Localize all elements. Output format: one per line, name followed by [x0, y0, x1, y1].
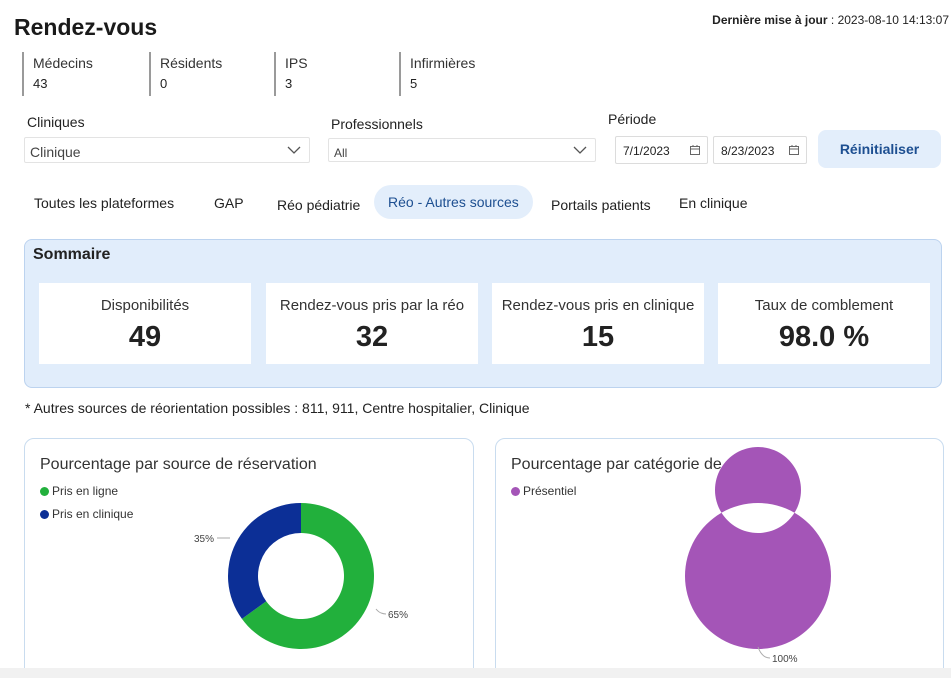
count-value: 3	[285, 76, 293, 91]
card-value: 98.0 %	[778, 321, 870, 353]
donut-slice-pr-sentiel[interactable]	[684, 447, 831, 649]
page-title: Rendez-vous	[14, 14, 158, 40]
donut-slice-pris-en-ligne[interactable]	[241, 503, 374, 649]
chart-title: Pourcentage par catégorie de service	[511, 456, 777, 473]
legend-label: Pris en clinique	[52, 507, 134, 521]
card-value: 49	[128, 321, 162, 353]
card-disponibilites: Disponibilités 49	[39, 283, 251, 364]
note-text: * Autres sources de réorientation possib…	[25, 400, 530, 416]
tab-reo-autres-sources[interactable]: Réo - Autres sources	[374, 185, 533, 219]
card-value: 32	[355, 321, 389, 353]
leader-line	[757, 646, 771, 659]
count-label: IPS	[285, 55, 308, 71]
count-medecins: Médecins 43	[22, 52, 93, 96]
card-taux-comblement: Taux de comblement 98.0 %	[718, 283, 930, 364]
card-rdv-clinique: Rendez-vous pris en clinique 15	[492, 283, 704, 364]
clinics-label: Cliniques	[27, 114, 85, 130]
period-label: Période	[608, 111, 657, 127]
legend-item[interactable]: Pris en clinique	[40, 507, 133, 521]
count-ips: IPS 3	[274, 52, 308, 96]
count-residents: Résidents 0	[149, 52, 222, 96]
tab-toutes-plateformes[interactable]: Toutes les plateformes	[34, 195, 175, 211]
chart-title: Pourcentage par source de réservation	[40, 456, 317, 473]
card-label: Disponibilités	[100, 297, 190, 314]
start-date-input[interactable]: 7/1/2023	[615, 136, 708, 164]
chevron-down-icon	[287, 146, 301, 154]
leader-line	[375, 608, 387, 615]
slice-label: 65%	[388, 610, 408, 621]
donut-chart-category: 100%	[684, 447, 831, 665]
tab-reo-pediatrie[interactable]: Réo pédiatrie	[277, 197, 361, 213]
card-value: 15	[581, 321, 615, 353]
calendar-icon[interactable]	[789, 145, 799, 155]
last-update-label: Dernière mise à jour	[712, 13, 828, 27]
count-value: 0	[160, 76, 168, 91]
calendar-icon[interactable]	[690, 145, 700, 155]
count-label: Infirmières	[410, 55, 476, 71]
horizontal-scrollbar[interactable]	[0, 668, 951, 678]
card-label: Rendez-vous pris en clinique	[501, 297, 695, 314]
slice-label: 35%	[194, 534, 214, 545]
legend-dot	[511, 487, 520, 496]
legend-label: Présentiel	[523, 484, 577, 498]
count-label: Résidents	[160, 55, 223, 71]
professionals-label: Professionnels	[331, 116, 423, 132]
legend-label: Pris en ligne	[52, 484, 119, 498]
donut-chart-source: 65% 35%	[194, 503, 408, 649]
summary-panel: Sommaire Disponibilités 49 Rendez-vous p…	[24, 239, 942, 388]
professionals-select-value: All	[334, 146, 348, 160]
count-infirmieres: Infirmières 5	[399, 52, 475, 96]
chevron-down-icon	[573, 146, 587, 154]
professionals-select[interactable]: All	[328, 138, 596, 162]
legend-dot	[40, 487, 49, 496]
legend-item[interactable]: Présentiel	[511, 484, 576, 498]
slice-label: 100%	[772, 654, 798, 665]
summary-title: Sommaire	[33, 246, 111, 263]
card-rdv-reo: Rendez-vous pris par la réo 32	[266, 283, 478, 364]
chart-panel-category: Pourcentage par catégorie de service Pré…	[495, 438, 944, 678]
tab-portails-patients[interactable]: Portails patients	[551, 197, 651, 213]
donut-slices	[684, 447, 831, 649]
reset-button[interactable]: Réinitialiser	[818, 130, 941, 168]
clinics-select[interactable]: Clinique	[24, 137, 310, 163]
end-date-value: 8/23/2023	[721, 144, 775, 158]
tab-en-clinique[interactable]: En clinique	[679, 195, 748, 211]
count-value: 5	[410, 76, 418, 91]
end-date-input[interactable]: 8/23/2023	[713, 136, 807, 164]
last-update: Dernière mise à jour : 2023-08-10 14:13:…	[712, 13, 949, 27]
donut-slices	[227, 503, 374, 649]
card-label: Rendez-vous pris par la réo	[279, 297, 465, 314]
chart-panel-source: Pourcentage par source de réservation Pr…	[24, 438, 474, 678]
tab-gap[interactable]: GAP	[214, 195, 244, 211]
start-date-value: 7/1/2023	[623, 144, 670, 158]
count-label: Médecins	[33, 55, 93, 71]
card-label: Taux de comblement	[754, 297, 894, 314]
legend-dot	[40, 510, 49, 519]
clinics-select-value: Clinique	[30, 144, 81, 160]
count-value: 43	[33, 76, 48, 91]
last-update-value: : 2023-08-10 14:13:07	[827, 13, 949, 27]
donut-slice-pris-en-clinique[interactable]	[227, 503, 301, 619]
legend-item[interactable]: Pris en ligne	[40, 484, 118, 498]
